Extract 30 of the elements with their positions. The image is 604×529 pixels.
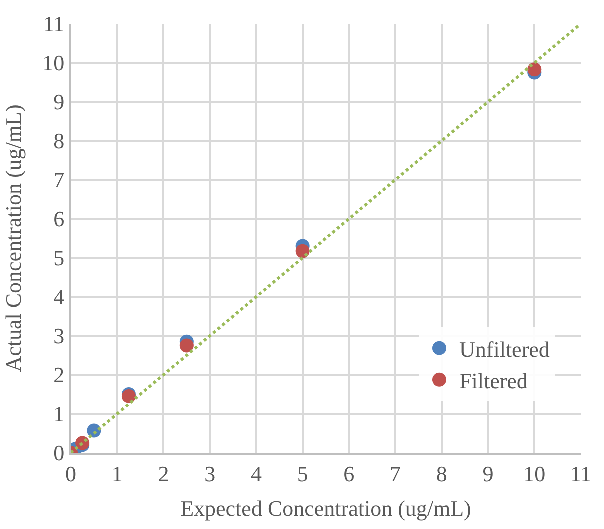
y-tick-label: 6 xyxy=(54,206,65,232)
y-tick-label: 5 xyxy=(54,246,65,271)
x-axis-title: Expected Concentration (ug/mL) xyxy=(180,496,472,521)
y-tick-label: 2 xyxy=(54,362,65,388)
y-tick-label: 11 xyxy=(43,12,65,37)
point xyxy=(528,62,542,77)
legend-label: Filtered xyxy=(460,368,528,394)
y-tick-label: 1 xyxy=(54,402,65,427)
x-tick-label: 8 xyxy=(436,461,448,486)
y-tick-label: 0 xyxy=(54,440,65,466)
y-tick-label: 9 xyxy=(54,90,65,115)
x-tick-label: 2 xyxy=(158,461,170,486)
x-tick-label: 5 xyxy=(297,461,308,486)
x-tick-label: 10 xyxy=(524,461,546,486)
x-tick-label: 6 xyxy=(344,461,355,486)
point xyxy=(180,338,194,353)
y-tick-label: 4 xyxy=(54,284,65,310)
y-tick-label: 3 xyxy=(54,324,65,349)
legend-label: Unfiltered xyxy=(460,336,550,362)
y-axis-title: Actual Concentration (ug/mL) xyxy=(0,104,26,372)
x-tick-label: 7 xyxy=(390,461,402,486)
y-tick-label: 8 xyxy=(54,128,65,154)
y-tick-label: 10 xyxy=(42,50,65,76)
x-tick-label: 1 xyxy=(112,461,123,486)
x-tick-label: 11 xyxy=(570,461,592,486)
x-tick-label: 4 xyxy=(250,461,262,486)
y-tick-label: 7 xyxy=(54,168,65,193)
point xyxy=(296,244,310,258)
x-tick-label: 3 xyxy=(204,461,216,486)
x-tick-label: 9 xyxy=(482,461,494,486)
